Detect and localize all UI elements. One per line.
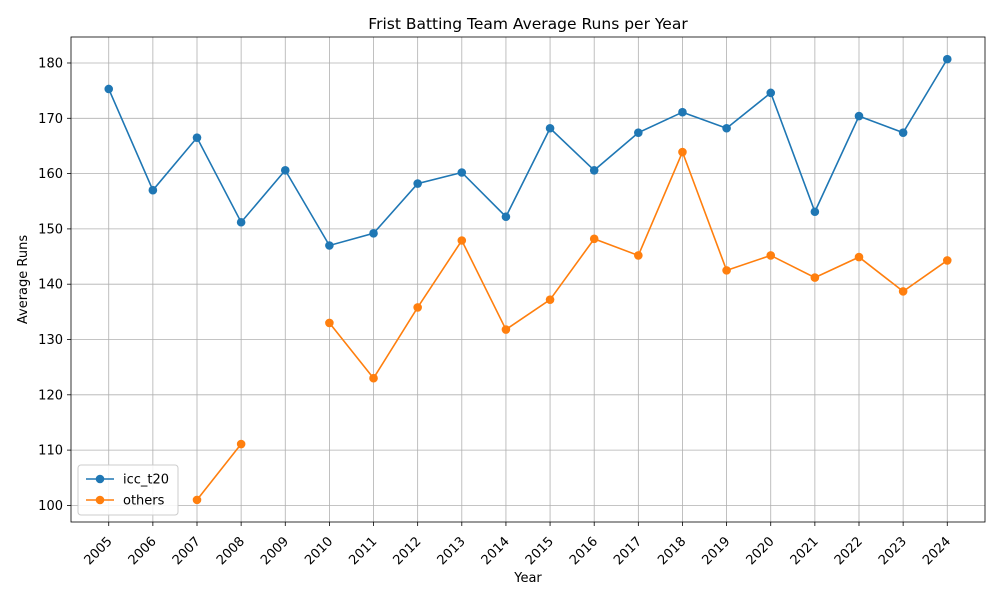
data-point — [457, 168, 467, 177]
series-others — [192, 147, 952, 505]
data-point — [501, 212, 511, 222]
y-tick-label: 140 — [38, 278, 63, 293]
y-tick-label: 180 — [38, 56, 63, 71]
data-point — [589, 165, 599, 175]
data-point — [810, 207, 820, 217]
data-point — [898, 287, 908, 296]
data-point — [678, 147, 687, 157]
data-point — [722, 266, 731, 275]
data-point — [325, 241, 334, 250]
y-axis-label: Average Runs — [16, 235, 31, 324]
data-point — [192, 495, 202, 505]
y-tick-label: 160 — [38, 167, 63, 182]
legend-label: others — [123, 494, 165, 509]
legend-marker — [95, 474, 105, 484]
data-point — [766, 88, 776, 98]
series-line — [196, 443, 242, 501]
data-point — [501, 325, 511, 334]
data-point — [678, 107, 687, 117]
data-point — [369, 373, 378, 383]
data-point — [545, 123, 555, 133]
data-point — [457, 236, 467, 245]
data-point — [192, 133, 202, 142]
series-icc_t20 — [104, 54, 952, 250]
data-point — [810, 273, 820, 282]
series-line — [108, 58, 948, 247]
y-tick-label: 130 — [38, 333, 63, 348]
data-point — [589, 234, 599, 244]
data-point — [369, 229, 378, 238]
data-point — [766, 251, 776, 260]
grid — [71, 37, 985, 522]
legend-item-others: others — [86, 494, 165, 509]
plot-frame — [70, 36, 986, 523]
legend-item-icc_t20: icc_t20 — [86, 473, 169, 488]
y-tick-label: 170 — [38, 112, 63, 127]
y-tick-label: 110 — [38, 444, 63, 459]
data-point — [942, 256, 952, 265]
chart-title: Frist Batting Team Average Runs per Year — [368, 15, 688, 33]
legend-marker — [95, 495, 105, 505]
data-point — [634, 251, 643, 260]
data-point — [898, 128, 908, 137]
data-point — [545, 295, 555, 304]
data-point — [148, 185, 158, 195]
data-point — [236, 439, 246, 449]
x-axis-label: Year — [513, 571, 542, 586]
data-point — [104, 84, 114, 94]
data-point — [854, 111, 864, 121]
legend-label: icc_t20 — [123, 473, 169, 488]
data-point — [413, 303, 422, 312]
y-tick-label: 120 — [38, 388, 63, 403]
data-point — [280, 165, 290, 175]
data-point — [942, 54, 952, 64]
data-point — [634, 128, 643, 137]
y-tick-label: 150 — [38, 222, 63, 237]
data-point — [325, 318, 334, 328]
data-point — [854, 252, 864, 262]
y-tick-label: 100 — [38, 499, 63, 514]
data-point — [722, 123, 731, 133]
data-point — [236, 217, 246, 227]
series — [104, 54, 952, 505]
data-point — [413, 179, 422, 188]
